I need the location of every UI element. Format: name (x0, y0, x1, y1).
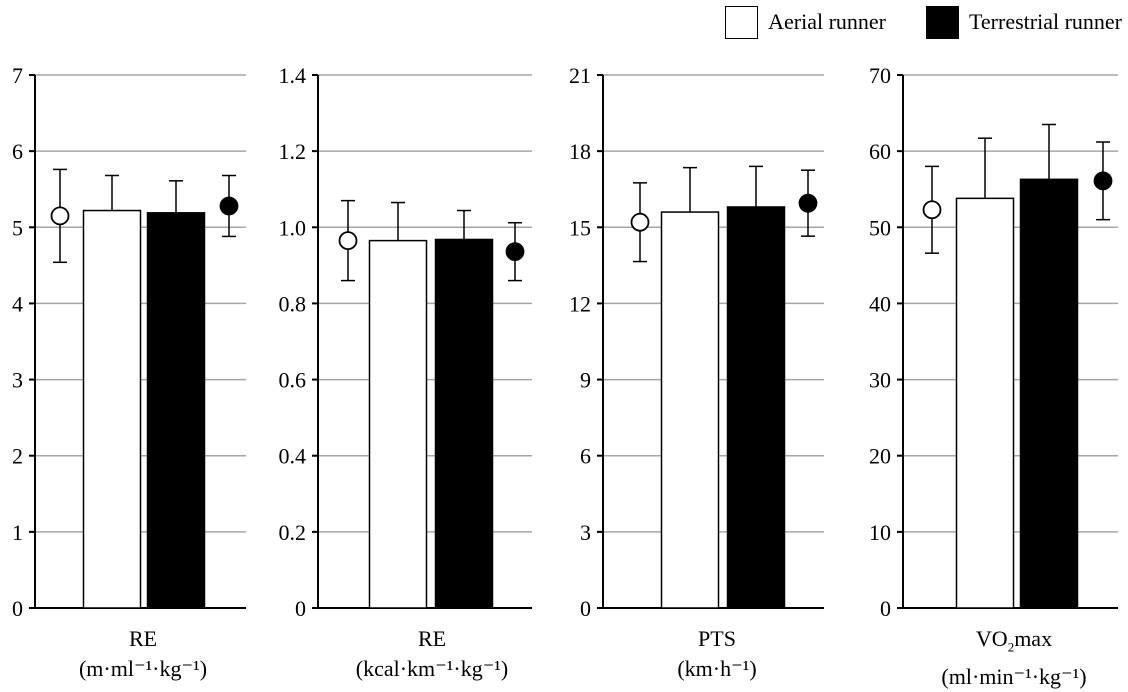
panel-2-y-tick-label: 0 (295, 596, 306, 621)
legend: Aerial runner Terrestrial runner (725, 4, 1122, 40)
panel-4-unit: (ml·min⁻¹·kg⁻¹) (941, 664, 1087, 690)
panel-2-unit: (kcal·km⁻¹·kg⁻¹) (355, 656, 509, 681)
panel-3-xlabel: PTS (km·h⁻¹) (617, 624, 817, 684)
panel-4-y-tick-label: 40 (869, 291, 891, 316)
panel-4-y-tick-label: 60 (869, 139, 891, 164)
panel-4-point (1093, 171, 1113, 191)
panel-3-y-tick-label: 6 (580, 444, 591, 469)
panel-4-y-tick-label: 50 (869, 215, 891, 240)
panel-2-title: RE (417, 626, 447, 651)
panel-1-point (219, 196, 239, 216)
panel-2-y-tick-label: 0.2 (279, 520, 307, 545)
panel-2-y-tick-label: 1.2 (279, 139, 307, 164)
panel-2-bar (434, 238, 494, 609)
panel-2-y-tick-label: 0.4 (279, 444, 307, 469)
panel-2-point (505, 242, 525, 262)
panel-3-title: PTS (698, 626, 736, 651)
panel-1-title: RE (128, 626, 158, 651)
legend-swatch-terrestrial (926, 5, 959, 39)
panel-1-unit: (m·ml⁻¹·kg⁻¹) (78, 656, 208, 681)
panel-4-title: VO2max (975, 626, 1053, 655)
panel-2-y-tick-label: 0.8 (279, 291, 307, 316)
panel-1-bar (146, 212, 206, 609)
panel-1-point (50, 206, 70, 226)
panel-4-y-tick-label: 0 (880, 596, 891, 621)
legend-label-terrestrial: Terrestrial runner (969, 9, 1122, 34)
legend-swatch-aerial (725, 5, 759, 39)
panel-1-y-tick-label: 6 (12, 139, 23, 164)
panel-3-y-tick-label: 0 (580, 596, 591, 621)
panel-1-bar (82, 209, 142, 609)
panel-3-point (630, 212, 650, 232)
panel-4-bar (955, 197, 1015, 609)
panel-3-y-tick-label: 3 (580, 520, 591, 545)
panel-2-bar (368, 239, 428, 609)
panel-2-y-tick-label: 1.4 (279, 63, 307, 88)
panel-2-y-tick-label: 0.6 (279, 368, 307, 393)
panel-3-unit: (km·h⁻¹) (677, 656, 757, 681)
panel-2-xlabel: RE (kcal·km⁻¹·kg⁻¹) (332, 624, 532, 684)
panel-4-y-tick-label: 30 (869, 368, 891, 393)
panel-3-y-tick-label: 21 (569, 63, 591, 88)
panel-1-y-tick-label: 1 (12, 520, 23, 545)
panel-4-y-tick-label: 10 (869, 520, 891, 545)
panel-1-y-tick-label: 0 (12, 596, 23, 621)
panel-2-y-tick-label: 1.0 (279, 215, 307, 240)
panel-3-y-tick-label: 9 (580, 368, 591, 393)
panel-1-y-tick-label: 5 (12, 215, 23, 240)
panel-3-bar (726, 206, 786, 609)
legend-item-aerial: Aerial runner (725, 5, 886, 39)
panel-4-y-tick-label: 70 (869, 63, 891, 88)
legend-item-terrestrial: Terrestrial runner (926, 5, 1122, 39)
panel-4-xlabel: VO2max (ml·min⁻¹·kg⁻¹) (914, 624, 1114, 692)
legend-label-aerial: Aerial runner (768, 9, 886, 34)
panel-3-y-tick-label: 12 (569, 291, 591, 316)
panel-3-bar (660, 211, 720, 609)
panel-4-y-tick-label: 20 (869, 444, 891, 469)
panel-3-y-tick-label: 15 (569, 215, 591, 240)
panel-3-point (798, 193, 818, 213)
panel-4-point (922, 200, 942, 220)
panel-1-y-tick-label: 2 (12, 444, 23, 469)
panel-2-point (338, 231, 358, 251)
panel-1-y-tick-label: 4 (12, 291, 23, 316)
panel-3-y-tick-label: 18 (569, 139, 591, 164)
panel-1-y-tick-label: 3 (12, 368, 23, 393)
panel-1-y-tick-label: 7 (12, 63, 23, 88)
panel-1-xlabel: RE (m·ml⁻¹·kg⁻¹) (43, 624, 243, 684)
panel-4-bar (1019, 178, 1079, 609)
